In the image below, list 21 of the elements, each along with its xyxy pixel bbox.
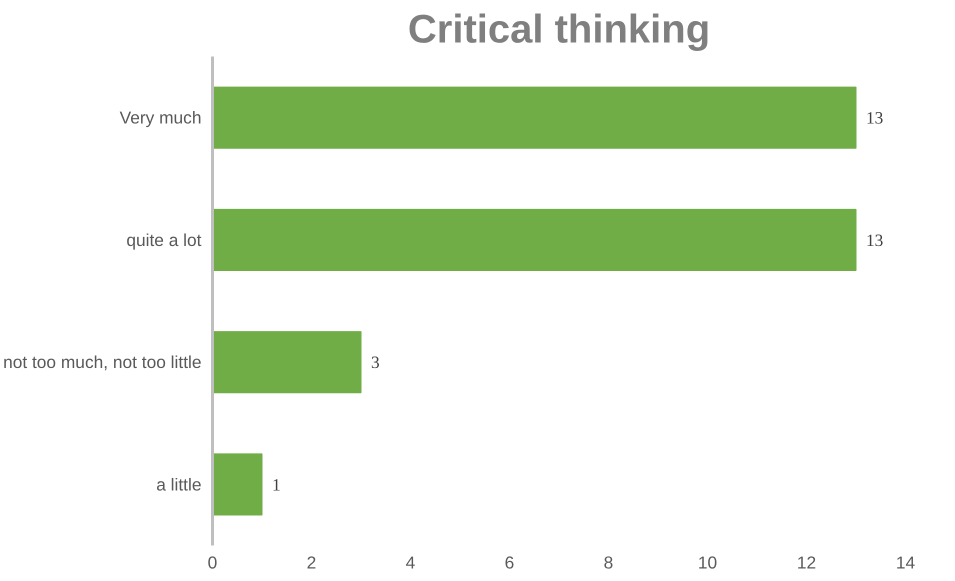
data-label: 1	[272, 475, 281, 494]
chart-title: Critical thinking	[408, 8, 710, 52]
y-tick-label: quite a lot	[126, 230, 202, 250]
y-tick-label: a little	[156, 474, 202, 494]
y-tick-label: not too much, not too little	[3, 352, 202, 372]
data-label: 3	[371, 353, 380, 372]
x-tick-label: 12	[796, 552, 816, 572]
bar	[212, 453, 262, 516]
x-tick-label: 10	[698, 552, 718, 572]
x-tick-label: 14	[896, 552, 916, 572]
x-tick-label: 0	[208, 552, 218, 572]
x-tick-label: 4	[406, 552, 416, 572]
y-tick-label: Very much	[120, 108, 202, 128]
data-label: 13	[866, 230, 884, 250]
x-tick-label: 8	[604, 552, 614, 572]
data-label: 13	[866, 108, 884, 128]
bar	[212, 331, 362, 394]
bar	[212, 86, 856, 149]
x-tick-label: 2	[306, 552, 316, 572]
bar	[212, 208, 856, 271]
x-tick-label: 6	[504, 552, 514, 572]
